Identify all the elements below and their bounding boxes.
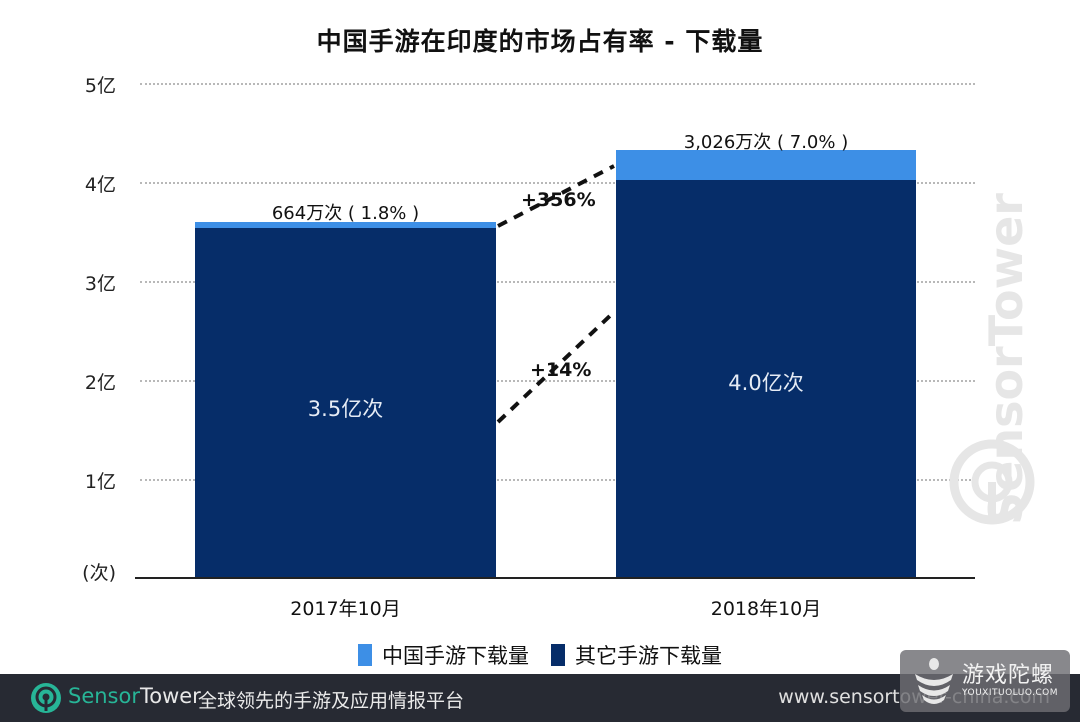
badge-name-cn: 游戏陀螺 (962, 663, 1055, 688)
legend-label-chinese: 中国手游下载量 (382, 644, 529, 668)
bar-2018-other (616, 180, 916, 578)
bar-2018-inner-label: 4.0亿次 (728, 371, 804, 395)
bar-2018-chinese (616, 150, 916, 180)
sensortower-logo-icon (31, 683, 61, 713)
chinese-growth-label: +356% (521, 189, 596, 211)
footer-brand: SensorTower (68, 684, 201, 708)
x-tick-2018: 2018年10月 (710, 598, 822, 620)
bar-2018-top-label: 3,026万次 ( 7.0% ) (683, 132, 849, 153)
spinning-top-icon (915, 658, 953, 704)
other-growth-label: +14% (530, 359, 592, 381)
bar-2017-inner-label: 3.5亿次 (307, 397, 384, 421)
legend-swatch-other (551, 644, 565, 666)
bar-2017-top-label: 664万次 ( 1.8% ) (271, 203, 420, 224)
y-tick-4: 4亿 (84, 174, 116, 196)
legend-item-chinese: 中国手游下载量 (358, 640, 529, 670)
x-axis-line (135, 577, 975, 579)
brand-sensor: Sensor (68, 684, 140, 708)
y-unit-label: (次) (82, 562, 116, 584)
chart-title: 中国手游在印度的市场占有率 - 下载量 (316, 27, 764, 56)
footer-slogan: 全球领先的手游及应用情报平台 (198, 690, 465, 712)
brand-tower: Tower (139, 684, 201, 708)
legend-label-other: 其它手游下载量 (575, 644, 722, 668)
bar-2017-other (195, 228, 496, 578)
legend: 中国手游下载量 其它手游下载量 (0, 640, 1080, 670)
badge-name-en: YOUXITUOLUO.COM (962, 688, 1059, 698)
youxituoluo-badge: 游戏陀螺 YOUXITUOLUO.COM (900, 650, 1070, 712)
sensortower-watermark: SensorTower (949, 193, 1035, 525)
bar-2017-chinese (195, 222, 496, 228)
y-tick-3: 3亿 (84, 273, 116, 295)
x-tick-2017: 2017年10月 (290, 598, 401, 620)
y-tick-5: 5亿 (84, 75, 116, 97)
gridline-5 (140, 83, 975, 85)
y-tick-1: 1亿 (84, 471, 116, 493)
gridline-1 (140, 479, 975, 481)
gridline-3 (140, 281, 975, 283)
legend-swatch-chinese (358, 644, 372, 666)
legend-item-other: 其它手游下载量 (551, 640, 722, 670)
y-tick-2: 2亿 (84, 372, 116, 394)
